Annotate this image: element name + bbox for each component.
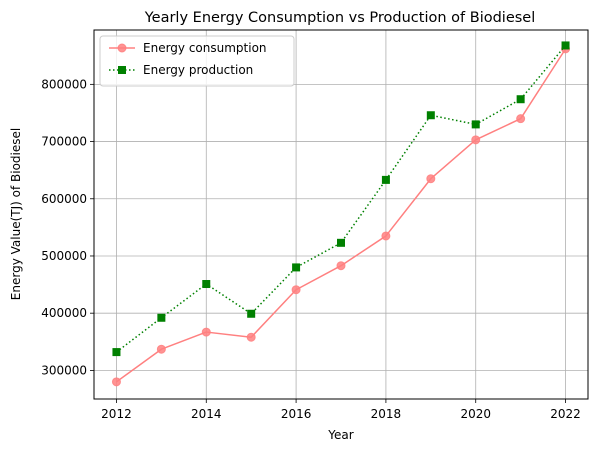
legend-label-production: Energy production	[143, 63, 253, 77]
legend-swatch-production-marker	[118, 66, 126, 74]
y-tick-label: 300000	[41, 363, 87, 377]
y-tick-label: 700000	[41, 135, 87, 149]
y-tick-label: 800000	[41, 77, 87, 91]
data-point-consumption	[426, 174, 436, 184]
legend-swatch-consumption-marker	[117, 43, 127, 53]
series-line-production	[115, 44, 567, 353]
y-tick-label: 600000	[41, 192, 87, 206]
data-point-consumption	[111, 377, 121, 387]
data-point-production	[247, 309, 256, 318]
plot-area	[93, 29, 589, 400]
x-tick-label: 2016	[281, 407, 312, 421]
data-point-production	[337, 238, 345, 247]
data-point-production	[157, 313, 166, 322]
y-tick-label: 500000	[41, 249, 87, 263]
data-point-production	[561, 41, 570, 50]
y-gridlines	[94, 83, 588, 371]
data-point-consumption	[471, 135, 481, 145]
data-point-consumption	[156, 344, 166, 354]
x-axis-label: Year	[327, 428, 353, 442]
data-point-production	[426, 111, 435, 120]
data-point-consumption	[201, 327, 211, 337]
x-tick-label: 2012	[101, 407, 132, 421]
data-point-production	[112, 348, 121, 357]
x-axis: 2012 2014 2016 2018 2020 2022	[101, 399, 581, 421]
x-gridlines	[116, 30, 566, 399]
data-point-production	[202, 280, 211, 289]
y-axis-label: Energy Value(TJ) of Biodiesel	[9, 128, 23, 300]
data-point-consumption	[246, 332, 256, 342]
plot-frame	[93, 29, 589, 400]
data-point-production	[381, 175, 390, 184]
data-point-consumption	[381, 231, 391, 241]
data-point-production	[471, 120, 480, 129]
legend-frame	[99, 35, 295, 87]
series-layer	[111, 41, 571, 387]
x-tick-label: 2022	[550, 407, 581, 421]
data-point-consumption	[516, 114, 526, 124]
x-tick-label: 2018	[371, 407, 402, 421]
legend: Energy consumption Energy production	[99, 35, 295, 87]
x-tick-label: 2020	[460, 407, 491, 421]
data-point-consumption	[291, 285, 301, 295]
plot-background	[94, 30, 588, 399]
y-tick-label: 400000	[41, 306, 87, 320]
chart-title: Yearly Energy Consumption vs Production …	[144, 10, 536, 26]
data-point-production	[292, 263, 301, 272]
y-axis: 300000 400000 500000 600000 700000 800000	[41, 77, 94, 377]
x-tick-label: 2014	[191, 407, 222, 421]
legend-label-consumption: Energy consumption	[143, 41, 267, 55]
data-point-production	[516, 95, 525, 104]
data-point-consumption	[336, 261, 346, 271]
